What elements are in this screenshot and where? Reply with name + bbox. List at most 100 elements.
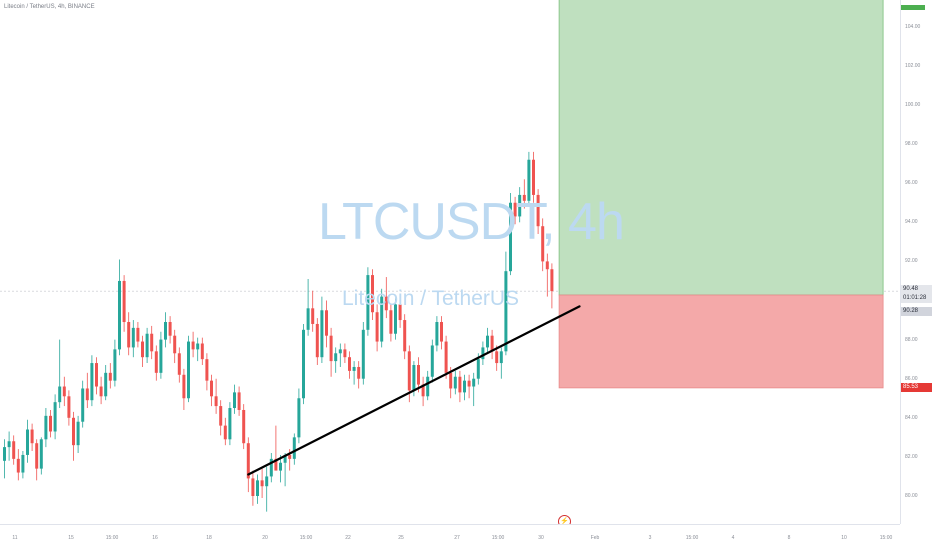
candle-body <box>219 406 223 426</box>
candle-body <box>499 351 503 364</box>
price-tick-label: 94.00 <box>905 219 918 226</box>
candle-body <box>246 443 250 479</box>
time-tick-label: 4 <box>731 535 735 541</box>
candle-body <box>472 378 476 387</box>
candle-body <box>81 388 85 422</box>
candlestick-chart[interactable] <box>0 0 900 524</box>
candle-body <box>338 349 342 354</box>
candle-body <box>527 159 531 201</box>
candle-body <box>440 322 443 342</box>
candle-body <box>348 357 351 371</box>
candle-body <box>476 359 480 379</box>
price-tick-label: 86.00 <box>905 375 918 382</box>
time-tick-label: 15:00 <box>685 535 699 541</box>
candle-body <box>536 194 540 227</box>
candle-body <box>357 366 361 379</box>
candle-body <box>269 458 273 477</box>
candle-body <box>228 408 232 440</box>
candle-body <box>49 415 52 432</box>
candle-body <box>463 380 466 393</box>
candle-body <box>196 343 200 350</box>
candle-body <box>449 372 453 389</box>
candle-body <box>99 386 103 397</box>
price-tick-label: 80.00 <box>905 493 918 499</box>
watermark-symbol: LTCUSDT, 4h <box>318 193 625 251</box>
stop-price-value: 85.53 <box>903 384 919 391</box>
candle-body <box>297 398 301 438</box>
time-axis[interactable]: 11 15 15:00 16 18 20 15:00 22 25 27 15:00 30 Feb 3 15:… <box>0 524 900 551</box>
candle-body <box>21 454 25 473</box>
time-tick-label: 15 <box>68 535 74 541</box>
time-tick-label: 10 <box>841 535 847 541</box>
candle-body <box>283 454 287 463</box>
candle-body <box>242 409 246 444</box>
candle-body <box>16 458 20 473</box>
time-tick-label: 25 <box>398 535 404 541</box>
candle-body <box>329 335 333 362</box>
candle-body <box>486 335 489 348</box>
candle-body <box>113 349 117 381</box>
candle-body <box>168 322 172 336</box>
time-tick-label: 15:00 <box>105 535 119 541</box>
candle-body <box>127 322 131 348</box>
candle-body <box>504 271 508 352</box>
candle-body <box>177 353 181 375</box>
time-tick-label: 16 <box>152 535 158 541</box>
candle-body <box>412 365 416 391</box>
candle-body <box>191 341 195 350</box>
candle-body <box>154 351 158 373</box>
candle-body <box>118 280 121 350</box>
candle-body <box>375 312 379 342</box>
candle-body <box>90 363 94 401</box>
candle-body <box>384 296 388 311</box>
candle-body <box>311 308 315 324</box>
candle-body <box>279 462 282 471</box>
time-tick-label: 3 <box>648 535 652 541</box>
candle-body <box>288 454 292 459</box>
candle-body <box>164 322 167 340</box>
candle-body <box>58 386 62 403</box>
time-tick-label: 27 <box>454 535 460 541</box>
bar-countdown-tag: 01:01:28 <box>901 293 932 303</box>
candle-body <box>265 476 269 487</box>
entry-price-value: 90.28 <box>903 307 919 314</box>
price-tick-label: 102.00 <box>905 62 921 69</box>
time-tick-label: 15:00 <box>491 535 505 541</box>
candle-body <box>30 429 34 444</box>
trendline-group[interactable] <box>247 305 581 476</box>
long-position-zones[interactable] <box>558 0 884 389</box>
current-price-tag: 90.48 <box>901 284 932 294</box>
candle-body <box>141 341 144 358</box>
candle-body <box>173 335 177 354</box>
candle-body <box>495 351 499 364</box>
candle-body <box>481 347 485 360</box>
candle-body <box>214 396 218 407</box>
candle-body <box>366 275 370 330</box>
entry-price-tag: 90.28 <box>901 306 932 316</box>
candle-body <box>39 439 43 469</box>
support-trendline <box>247 305 581 476</box>
chart-area[interactable]: Litecoin / TetherUS, 4h, BINANCE LTCUSDT… <box>0 0 900 528</box>
candle-body <box>306 308 310 330</box>
candle-body <box>12 441 16 459</box>
candle-body <box>421 384 425 397</box>
candle-body <box>3 447 6 461</box>
candle-body <box>444 341 448 373</box>
candle-body <box>200 343 204 360</box>
candle-body <box>131 327 135 348</box>
candle-body <box>95 363 98 387</box>
candle-body <box>398 304 402 321</box>
price-tick-label: 84.00 <box>905 414 918 421</box>
price-axis[interactable]: 106.00104.00102.00100.0098.0096.0094.009… <box>900 0 932 524</box>
time-tick-label: 15:00 <box>879 535 893 541</box>
candle-body <box>205 359 209 381</box>
candle-body <box>361 329 365 379</box>
candle-body <box>394 304 397 334</box>
time-tick-label: 15:00 <box>299 535 313 541</box>
candle-body <box>490 335 494 352</box>
candle-body <box>435 322 439 346</box>
candle-body <box>426 376 430 397</box>
candle-body <box>251 478 255 496</box>
time-tick-label: 18 <box>206 535 212 541</box>
candle-body <box>159 339 163 373</box>
